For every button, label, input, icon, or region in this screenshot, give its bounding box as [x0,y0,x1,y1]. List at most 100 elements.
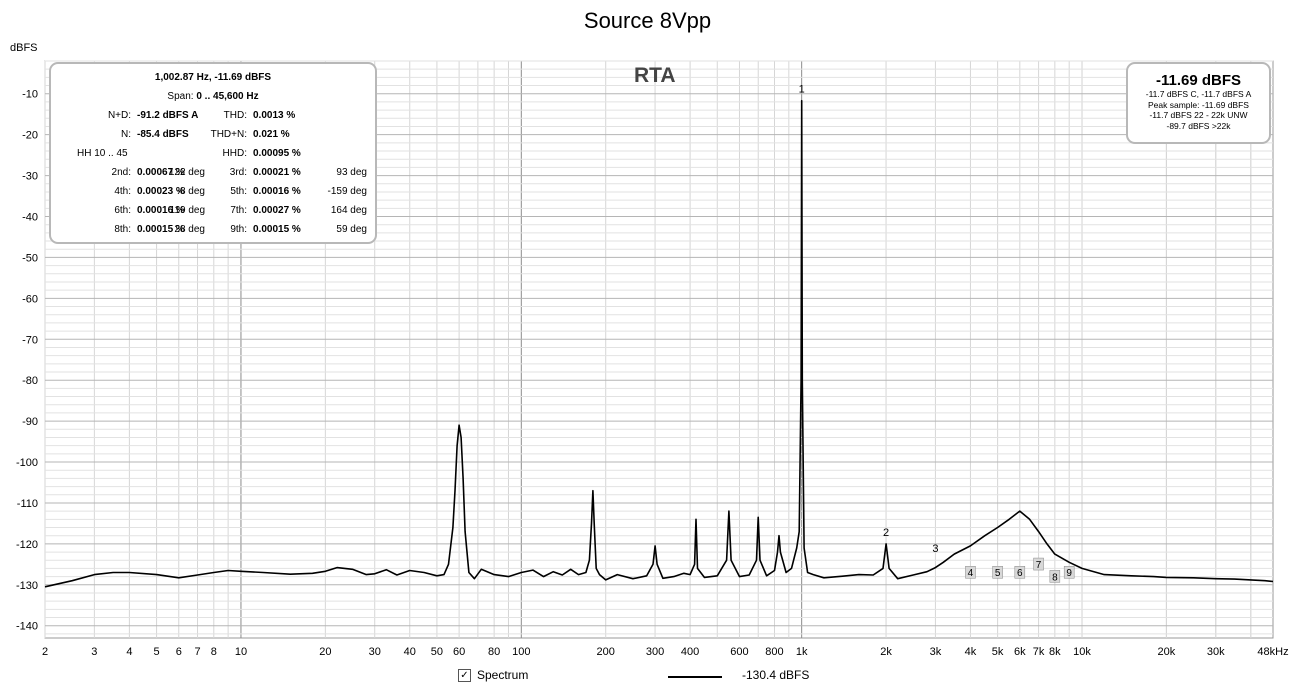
harmonic-marker-box [965,565,976,579]
metric-value: 0.00095 % [253,148,301,159]
x-tick-label: 30k [1207,646,1225,658]
chart-title: Source 8Vpp [583,8,712,33]
x-tick-label: 10k [1073,646,1091,658]
readout-header-row: 1,002.87 Hz, -11.69 dBFS [51,68,375,87]
x-tick-label: 3k [930,646,942,658]
harmonic-marker-label: 4 [968,568,974,579]
x-tick-label: 20 [319,646,331,658]
y-tick-label: -80 [22,375,38,387]
readout-header: 1,002.87 Hz, -11.69 dBFS [154,72,272,83]
readout-row: N+D: -91.2 dBFS A THD: 0.0013 % [51,106,375,125]
metric-value: 0.00067 % [137,167,185,178]
x-tick-label: 100 [512,646,530,658]
x-tick-labels: 2 3 4 5 6 7 8 10 20 30 40 50 60 80 100 200 300 400 600 800 1… [42,646,1289,658]
metric-label: 6th: [114,205,131,216]
metric-value: 0.00015 % [253,224,301,235]
harmonic-marker-box [1033,557,1044,571]
y-tick-label: -130 [16,580,38,592]
x-tick-label: 2k [880,646,892,658]
y-axis-label: dBFS [10,42,38,54]
metric-value: 0.00015 % [137,224,185,235]
metric-label: 5th: [230,186,247,197]
series-group [44,99,1274,588]
metric-label: THD: [223,110,247,121]
x-tick-label: 1k [796,646,808,658]
x-tick-label: 10 [235,646,247,658]
span-label: Span: [167,91,194,102]
x-tick-label: 40 [404,646,416,658]
metric-label: 4th: [114,186,131,197]
metric-label: 9th: [230,224,247,235]
phase-value: -159 deg [327,186,367,197]
span-value: 0 .. 45,600 Hz [196,91,259,102]
x-tick-label: 6k [1014,646,1026,658]
harmonic-markers: 1 2 3 4 5 6 78 9 [799,84,1075,583]
y-tick-label: -110 [17,498,38,510]
legend-line-swatch [668,676,722,678]
x-tick-label: 4 [126,646,132,658]
metric-label: N: [121,129,131,140]
metric-label: THD+N: [210,129,247,140]
harmonic-marker-label: 9 [1066,568,1072,579]
metric-value: 0.00016 % [253,186,301,197]
phase-value: 59 deg [336,224,367,235]
harmonic-marker-label: 8 [1052,572,1058,583]
metric-value: 0.00023 % [137,186,185,197]
harmonic-marker-label: 1 [799,84,805,96]
x-tick-label: 2 [42,646,48,658]
y-tick-label: -30 [22,171,38,183]
harmonic-marker-label: 5 [995,568,1001,579]
readout-row: 8th: 0.00015 % 28 deg 9th: 0.00015 % 59 deg [51,220,375,239]
phase-value: 93 deg [336,167,367,178]
readout-span-row: Span: 0 .. 45,600 Hz [51,87,375,106]
x-tick-label: 7k [1033,646,1045,658]
metric-value: -91.2 dBFS A [137,110,199,121]
peak-level-panel[interactable]: -11.69 dBFS -11.7 dBFS C, -11.7 dBFS A P… [1126,62,1271,144]
metric-value: 0.021 % [253,129,290,140]
metric-value: 0.00021 % [253,167,301,178]
x-tick-label: 8k [1049,646,1061,658]
x-tick-label: 60 [453,646,465,658]
harmonic-marker-label: 3 [932,543,938,555]
y-tick-label: -40 [22,212,38,224]
harmonic-marker-box [1014,565,1026,579]
readout-row: HH 10 .. 45 HHD: 0.00095 % [51,144,375,163]
y-tick-label: -140 [16,621,38,633]
metric-value: 0.00027 % [253,205,301,216]
metric-label: HHD: [222,148,247,159]
peak-value: -11.69 dBFS [1155,72,1242,89]
x-tick-label: 7 [194,646,200,658]
phase-value: -8 deg [176,186,205,197]
x-tick-label: 48kHz [1257,646,1288,658]
x-tick-label: 5k [992,646,1004,658]
y-tick-labels: -10 -20 -30 -40 -50 -60 -70 -80 -90 -100 -110 -120 -… [16,89,38,633]
y-tick-label: -10 [22,89,38,101]
harmonic-marker-label: 2 [883,527,889,539]
harmonic-marker-label: 6 [1017,568,1023,579]
metric-label: 3rd: [229,167,247,178]
phase-value: 164 deg [330,205,367,216]
y-tick-label: -60 [22,293,38,305]
spectrum-legend-label[interactable]: Spectrum [477,668,529,682]
readout-row: 6th: 0.00016 % 119 deg 7th: 0.00027 % 164 deg [51,201,375,220]
harmonic-marker-box [1063,565,1075,579]
phase-value: 119 deg [169,205,205,216]
phase-value: 28 deg [174,224,205,235]
x-tick-label: 20k [1158,646,1176,658]
y-tick-label: -70 [22,334,38,346]
harmonic-marker-label: 7 [1036,560,1042,571]
metric-label: 8th: [114,224,131,235]
distortion-readout-panel[interactable]: 1,002.87 Hz, -11.69 dBFS Span: 0 .. 45,6… [49,62,377,244]
x-tick-label: 5 [154,646,160,658]
x-tick-label: 6 [176,646,182,658]
x-tick-label: 30 [369,646,381,658]
y-tick-label: -100 [16,457,38,469]
x-tick-label: 400 [681,646,699,658]
readout-row: 2nd: 0.00067 % 122 deg 3rd: 0.00021 % 93 deg [51,163,375,182]
x-tick-label: 8 [211,646,217,658]
y-tick-label: -20 [22,130,38,142]
metric-value: 0.0013 % [253,110,296,121]
x-tick-label: 800 [765,646,783,658]
spectrum-checkbox[interactable]: ✓ [458,669,471,682]
readout-row: 4th: 0.00023 % -8 deg 5th: 0.00016 % -159 deg [51,182,375,201]
